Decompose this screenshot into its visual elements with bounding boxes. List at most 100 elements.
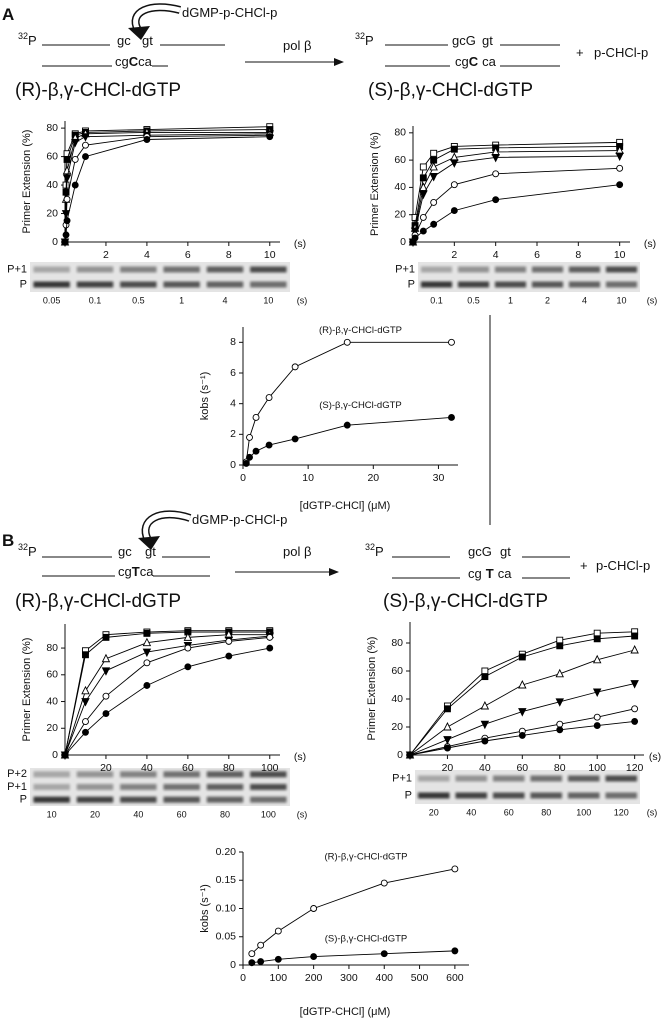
series-label: (R)-β,γ-CHCl-dGTP (324, 851, 407, 862)
data-point (406, 751, 414, 759)
x-tick-label: 80 (554, 762, 566, 774)
gel-band (530, 792, 562, 799)
data-point (183, 632, 193, 641)
gel-band (568, 266, 601, 273)
data-point (451, 865, 459, 873)
gel-band (605, 792, 637, 799)
x-tick-label: 8 (226, 249, 232, 261)
data-point (631, 705, 639, 713)
lane-unit: (s) (297, 295, 308, 305)
data-point (492, 170, 500, 178)
lane-unit: (s) (647, 295, 658, 305)
lane-label: 0.05 (43, 295, 61, 305)
y-tick-label: 60 (46, 150, 58, 162)
data-point (518, 731, 526, 739)
data-point (630, 680, 639, 689)
lane-label: 0.1 (430, 295, 443, 305)
series-label: (R)-β,γ-CHCl-dGTP (319, 325, 402, 336)
data-point (593, 635, 601, 643)
data-point (61, 751, 69, 759)
data-point (225, 637, 233, 645)
y-tick-label: 60 (46, 669, 58, 681)
x-tick-label: 2 (451, 249, 457, 261)
seq: gt (500, 544, 511, 559)
data-point (142, 637, 152, 647)
y-tick-label: 0.10 (216, 902, 237, 914)
x-tick-label: 60 (182, 762, 194, 774)
x-tick-label: 60 (516, 762, 528, 774)
x-tick-label: 20 (367, 472, 379, 484)
data-point (556, 636, 564, 644)
y-tick-label: 80 (394, 127, 406, 139)
band-label: P (20, 794, 27, 806)
data-point (448, 338, 455, 346)
chart-title: (S)-β,γ-CHCl-dGTP (383, 591, 548, 612)
x-axis-label: [dGTP-CHCl] (μM) (300, 1006, 391, 1018)
lane-label: 0.5 (467, 295, 480, 305)
x-tick-label: 600 (446, 972, 464, 984)
lane-label: 20 (429, 807, 439, 817)
x-tick-label: 10 (264, 249, 276, 261)
y-axis-label: Primer Extension (%) (21, 130, 33, 234)
data-point (593, 713, 601, 721)
data-point (481, 737, 489, 745)
gel-band (33, 784, 70, 790)
x-tick-label: 20 (100, 762, 112, 774)
gel-band (163, 281, 200, 288)
gel-band (418, 792, 450, 799)
y-tick-label: 80 (46, 642, 58, 654)
lane-label: 40 (133, 809, 143, 819)
gel-band (163, 266, 200, 273)
data-point (450, 181, 458, 189)
curved-arrow-head (138, 536, 160, 550)
data-point (593, 722, 601, 730)
data-point (143, 659, 151, 667)
data-point (246, 433, 253, 441)
data-point (310, 905, 318, 912)
gel-band (120, 784, 157, 790)
lane-unit: (s) (647, 807, 658, 817)
gel-band (120, 266, 157, 273)
seq: gcG (452, 33, 476, 48)
data-point (451, 947, 459, 955)
x-tick-label: 6 (185, 249, 191, 261)
data-point (419, 174, 427, 182)
seq-part: T (132, 564, 140, 579)
data-point (63, 195, 71, 203)
data-point (291, 435, 299, 443)
data-point (380, 950, 388, 958)
series-line (64, 136, 270, 243)
lane-label: 10 (263, 295, 273, 305)
series-line (412, 167, 620, 243)
series-line (64, 133, 270, 243)
gel-band (76, 771, 114, 778)
data-point (419, 163, 427, 171)
y-tick-label: 0.20 (216, 846, 237, 858)
x-tick-label: 0 (240, 472, 246, 484)
gel-band (457, 281, 490, 288)
x-axis-label: (s) (644, 238, 656, 250)
incoming: dGMP-p-CHCl-p (182, 5, 277, 20)
enzyme: pol β (283, 38, 311, 53)
x-tick-label: 0 (240, 972, 246, 984)
series-line (251, 950, 455, 964)
data-point (616, 164, 624, 172)
gel-band (33, 266, 70, 273)
lane-label: 60 (504, 807, 514, 817)
data-point (616, 181, 624, 189)
y-tick-label: 0 (52, 236, 58, 248)
gel-band (455, 775, 487, 782)
gel-band (568, 775, 600, 782)
curved-arrow (143, 511, 191, 542)
data-point (184, 663, 192, 671)
data-point (61, 238, 69, 246)
gel (30, 768, 290, 806)
data-point (380, 879, 388, 887)
seq-part: C (469, 54, 479, 69)
data-point (266, 133, 274, 141)
chart-title: (R)-β,γ-CHCl-dGTP (15, 591, 181, 612)
enzyme: pol β (283, 544, 311, 559)
